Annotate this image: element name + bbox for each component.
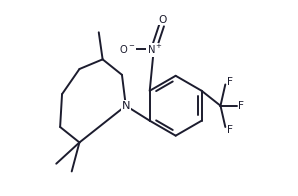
Text: $\mathdefault{N^+}$: $\mathdefault{N^+}$ bbox=[147, 43, 163, 56]
Text: O: O bbox=[158, 15, 167, 25]
Text: F: F bbox=[226, 125, 232, 135]
Text: $\mathdefault{O^-}$: $\mathdefault{O^-}$ bbox=[119, 43, 135, 55]
Text: F: F bbox=[226, 77, 232, 87]
Text: N: N bbox=[122, 101, 130, 111]
Text: F: F bbox=[238, 101, 244, 111]
